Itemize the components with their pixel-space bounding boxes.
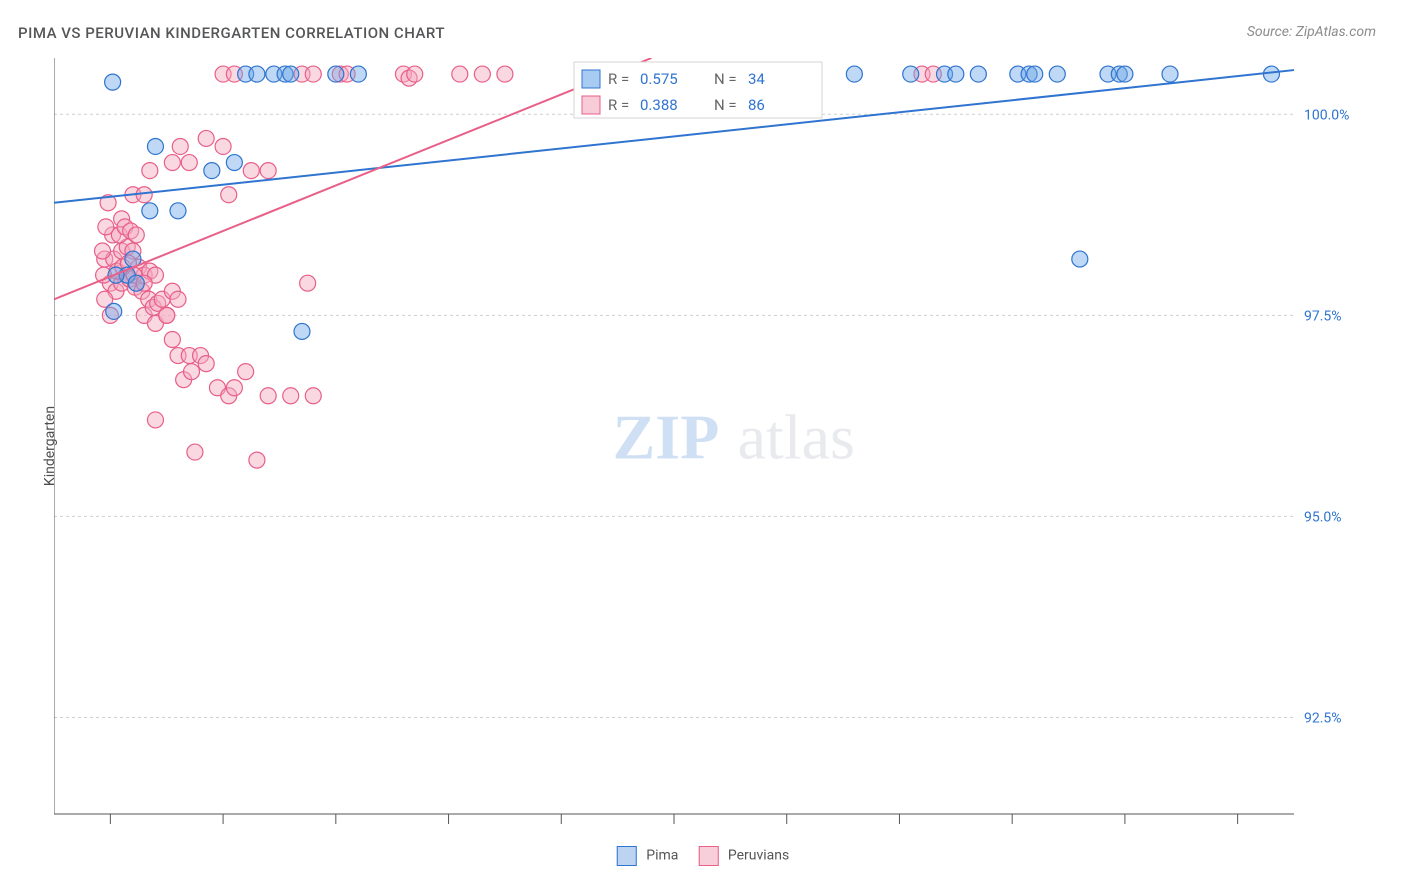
corr-swatch: [582, 70, 600, 88]
data-point-pima: [170, 203, 186, 219]
data-point-pima: [1263, 66, 1279, 82]
data-point-pima: [970, 66, 986, 82]
data-point-pima: [105, 74, 121, 90]
data-point-peruvians: [172, 138, 188, 154]
corr-label-n: N =: [714, 70, 737, 88]
data-point-peruvians: [147, 412, 163, 428]
data-point-peruvians: [170, 291, 186, 307]
plot-area: 92.5% 95.0% 97.5% 100.0% ZIP atlas R = 0.575 N =…: [54, 58, 1384, 828]
data-point-pima: [350, 66, 366, 82]
watermark-zip: ZIP: [613, 401, 720, 472]
data-point-peruvians: [94, 243, 110, 259]
data-point-peruvians: [474, 66, 490, 82]
data-point-peruvians: [452, 66, 468, 82]
data-point-pima: [283, 66, 299, 82]
data-point-peruvians: [305, 388, 321, 404]
data-point-peruvians: [238, 364, 254, 380]
data-point-pima: [147, 138, 163, 154]
data-point-pima: [142, 203, 158, 219]
legend-item-pima: Pima: [617, 846, 679, 866]
data-point-peruvians: [187, 444, 203, 460]
data-point-peruvians: [159, 307, 175, 323]
data-point-peruvians: [260, 163, 276, 179]
data-point-peruvians: [164, 331, 180, 347]
data-point-peruvians: [215, 138, 231, 154]
regression-line-peruvians: [54, 58, 651, 299]
data-point-peruvians: [181, 155, 197, 171]
corr-label-r: R =: [608, 96, 629, 114]
data-point-peruvians: [142, 163, 158, 179]
data-point-pima: [128, 275, 144, 291]
data-point-peruvians: [226, 380, 242, 396]
scatter-plot-svg: 92.5% 95.0% 97.5% 100.0% ZIP atlas R = 0.575 N =…: [54, 58, 1384, 828]
data-point-pima: [1072, 251, 1088, 267]
corr-value-n: 86: [748, 96, 765, 114]
legend-item-peruvians: Peruvians: [698, 846, 789, 866]
data-point-pima: [1117, 66, 1133, 82]
y-tick-label: 97.5%: [1304, 308, 1342, 324]
data-point-peruvians: [136, 187, 152, 203]
data-point-pima: [1162, 66, 1178, 82]
corr-swatch: [582, 96, 600, 114]
data-point-peruvians: [283, 388, 299, 404]
corr-value-r: 0.575: [640, 70, 678, 88]
data-point-peruvians: [184, 364, 200, 380]
data-point-peruvians: [260, 388, 276, 404]
data-point-peruvians: [305, 66, 321, 82]
data-point-peruvians: [164, 155, 180, 171]
data-point-pima: [204, 163, 220, 179]
data-point-pima: [1049, 66, 1065, 82]
data-point-peruvians: [128, 227, 144, 243]
data-point-peruvians: [249, 452, 265, 468]
data-point-peruvians: [300, 275, 316, 291]
data-point-pima: [1027, 66, 1043, 82]
data-point-pima: [846, 66, 862, 82]
source-label: Source: ZipAtlas.com: [1247, 24, 1376, 40]
legend-label: Peruvians: [728, 848, 789, 864]
data-point-peruvians: [98, 219, 114, 235]
corr-label-r: R =: [608, 70, 629, 88]
data-point-peruvians: [243, 163, 259, 179]
legend-label: Pima: [646, 848, 678, 864]
data-point-pima: [328, 66, 344, 82]
data-point-peruvians: [198, 130, 214, 146]
y-tick-label: 92.5%: [1304, 710, 1342, 726]
legend-swatch-peruvians: [698, 846, 718, 866]
data-point-peruvians: [497, 66, 513, 82]
data-point-pima: [226, 155, 242, 171]
y-tick-label: 100.0%: [1304, 107, 1349, 123]
y-tick-label: 95.0%: [1304, 509, 1342, 525]
data-point-pima: [249, 66, 265, 82]
corr-label-n: N =: [714, 96, 737, 114]
data-point-peruvians: [407, 66, 423, 82]
data-point-peruvians: [198, 356, 214, 372]
data-point-pima: [106, 303, 122, 319]
corr-value-n: 34: [748, 70, 765, 88]
legend-swatch-pima: [617, 846, 637, 866]
data-point-pima: [948, 66, 964, 82]
data-point-pima: [294, 323, 310, 339]
corr-value-r: 0.388: [640, 96, 678, 114]
watermark-atlas: atlas: [738, 401, 855, 472]
chart-title: PIMA VS PERUVIAN KINDERGARTEN CORRELATIO…: [18, 24, 445, 42]
data-point-pima: [903, 66, 919, 82]
bottom-legend: Pima Peruvians: [617, 846, 790, 866]
data-point-peruvians: [221, 187, 237, 203]
